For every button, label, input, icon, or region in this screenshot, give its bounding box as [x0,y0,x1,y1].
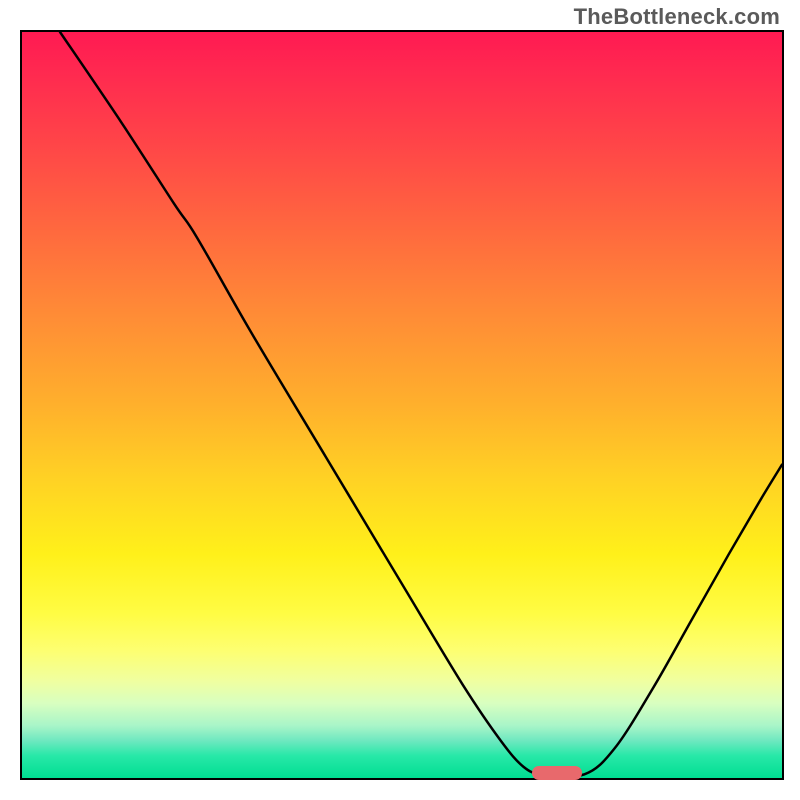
bottleneck-curve [60,32,782,777]
optimal-marker [532,766,582,780]
watermark-text: TheBottleneck.com [574,4,780,30]
chart-plot-area [20,30,784,780]
curve-svg [22,32,782,778]
